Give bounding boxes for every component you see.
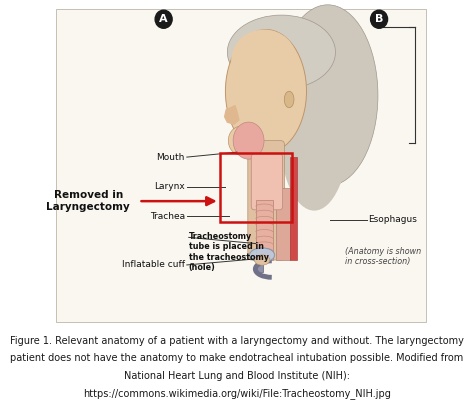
FancyBboxPatch shape <box>251 154 283 210</box>
Bar <box>275 188 290 260</box>
Ellipse shape <box>233 122 264 159</box>
Text: Larynx: Larynx <box>154 182 185 191</box>
Ellipse shape <box>226 29 307 153</box>
Polygon shape <box>225 106 239 124</box>
Ellipse shape <box>255 255 270 265</box>
Text: Esophagus: Esophagus <box>368 215 417 224</box>
Ellipse shape <box>249 248 274 262</box>
Ellipse shape <box>228 126 254 155</box>
Text: https://commons.wikimedia.org/wiki/File:Tracheostomy_NIH.jpg: https://commons.wikimedia.org/wiki/File:… <box>83 388 391 399</box>
Bar <box>55 9 426 322</box>
Ellipse shape <box>228 15 336 89</box>
Text: Inflatable cuff: Inflatable cuff <box>122 261 185 269</box>
Ellipse shape <box>284 91 294 108</box>
Text: (Anatomy is shown
in cross-section): (Anatomy is shown in cross-section) <box>345 247 421 266</box>
Text: patient does not have the anatomy to make endotracheal intubation possible. Modi: patient does not have the anatomy to mak… <box>10 354 464 363</box>
Circle shape <box>371 10 388 28</box>
FancyBboxPatch shape <box>248 141 284 260</box>
Text: Removed in
Laryngectomy: Removed in Laryngectomy <box>46 190 130 212</box>
Ellipse shape <box>231 29 297 91</box>
Text: Figure 1. Relevant anatomy of a patient with a laryngectomy and without. The lar: Figure 1. Relevant anatomy of a patient … <box>10 336 464 346</box>
Text: Tracheostomy
tube is placed in
the tracheostomy
(hole): Tracheostomy tube is placed in the trach… <box>189 232 269 272</box>
Text: A: A <box>159 14 168 24</box>
Text: Trachea: Trachea <box>150 212 185 221</box>
Text: Mouth: Mouth <box>156 153 185 161</box>
Ellipse shape <box>278 5 378 186</box>
Text: B: B <box>375 14 383 24</box>
Ellipse shape <box>280 54 349 211</box>
Bar <box>219 153 292 222</box>
Text: National Heart Lung and Blood Institute (NIH):: National Heart Lung and Blood Institute … <box>124 371 350 381</box>
Bar <box>255 200 273 260</box>
Circle shape <box>155 10 172 28</box>
Bar <box>255 257 263 272</box>
Bar <box>290 157 297 260</box>
